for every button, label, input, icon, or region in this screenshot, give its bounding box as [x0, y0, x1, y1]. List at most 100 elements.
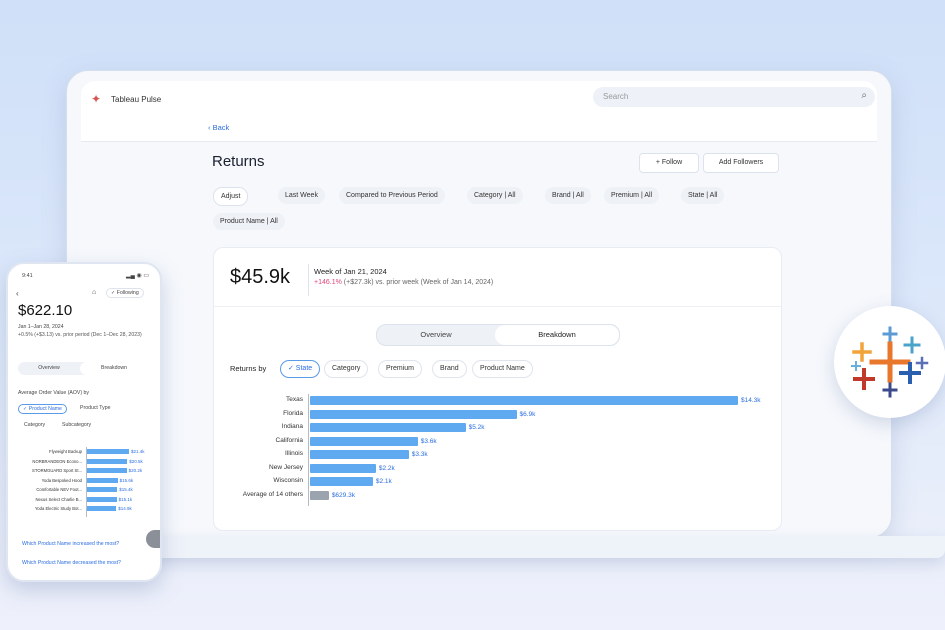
laptop-base: [140, 536, 945, 558]
tab-overview[interactable]: Overview: [420, 330, 452, 339]
phone-bar[interactable]: [87, 468, 127, 473]
phone-bar-value: $15.6k: [119, 477, 134, 483]
bar-value-label: $2.2k: [378, 464, 395, 472]
phone-bar-value: $20.5k: [129, 458, 143, 464]
phone-dim-subcategory[interactable]: Subcategory: [62, 422, 92, 428]
laptop-frame: ✦ Tableau Pulse Search ⌕ ‹ Back Returns …: [66, 70, 892, 538]
following-button[interactable]: ✓ Following: [106, 288, 144, 298]
question-increased[interactable]: Which Product Name increased the most?: [22, 541, 120, 547]
filter-chip[interactable]: Product Name | All: [213, 213, 285, 230]
top-bar: ✦ Tableau Pulse Search ⌕: [81, 81, 877, 122]
phone-bar-label: NORBRANDEON Econo...: [32, 458, 82, 464]
filter-chip[interactable]: Compared to Previous Period: [339, 187, 445, 204]
bar[interactable]: [310, 477, 373, 486]
bar-value-label: $5.2k: [468, 424, 485, 431]
phone-tab-overview[interactable]: Overview: [38, 365, 60, 371]
phone-dim-product-type[interactable]: Product Type: [80, 405, 111, 411]
phone-bar[interactable]: [87, 496, 117, 502]
phone-bar-value: $15.1k: [118, 496, 133, 502]
bar-label: Illinois: [284, 450, 303, 457]
bar[interactable]: [310, 450, 409, 459]
bar-label: Wisconsin: [273, 477, 303, 484]
phone-bar-value: $21.4k: [131, 449, 145, 454]
dimension-chip[interactable]: Brand: [432, 360, 467, 378]
phone-bar-label: Nexus Select Charlie B...: [35, 496, 82, 502]
tableau-logo: [834, 306, 945, 418]
phone-bar-value: $15.4k: [119, 487, 133, 492]
phone-bar-label: STORMGUARD Sport St...: [32, 468, 82, 473]
tableau-logo-icon: [851, 326, 929, 398]
back-link[interactable]: ‹ Back: [208, 123, 230, 132]
search-icon[interactable]: ⌕: [861, 90, 867, 101]
bar-value-label: $3.6k: [420, 437, 437, 445]
divider: [214, 306, 781, 307]
phone-bar-value: $14.9k: [118, 506, 132, 511]
phone-delta: +0.5% (+$3.13) vs. prior period (Dec 1–D…: [18, 332, 142, 338]
phone-bar[interactable]: [87, 487, 118, 492]
phone-dim-product-name[interactable]: ✓ Product Name: [18, 404, 67, 414]
kpi-week: Week of Jan 21, 2024: [314, 267, 387, 276]
phone-time: 9:41: [22, 273, 33, 279]
bar-label: Average of 14 others: [242, 490, 303, 498]
bar-value-label: $6.9k: [519, 410, 536, 418]
lock-icon[interactable]: ⌂: [92, 289, 97, 296]
kpi-value: $45.9k: [230, 266, 291, 288]
chart-axis: [308, 394, 309, 506]
bar[interactable]: [310, 409, 517, 419]
phone-view-toggle: Overview Breakdown: [18, 362, 148, 375]
scroll-handle[interactable]: [146, 530, 160, 548]
follow-button[interactable]: + Follow: [639, 153, 699, 173]
filter-chip[interactable]: Premium | All: [604, 187, 660, 204]
bar-value-label: $14.3k: [741, 397, 761, 404]
tableau-logo-icon: ✦: [91, 92, 102, 106]
phone-bar[interactable]: [87, 449, 129, 454]
bar-label: Indiana: [281, 423, 303, 430]
phone-bar[interactable]: [87, 477, 118, 483]
phone-bar-value: $20.2k: [128, 468, 143, 473]
bar-label: California: [275, 436, 303, 444]
tab-breakdown[interactable]: Breakdown: [495, 325, 619, 345]
bar[interactable]: [310, 436, 418, 446]
dimension-chip[interactable]: Category: [324, 360, 369, 378]
filter-chip[interactable]: State | All: [681, 187, 725, 204]
bar[interactable]: [310, 463, 376, 473]
phone-bar-label: Yoda Bespoked Hood: [41, 477, 82, 483]
add-followers-button[interactable]: Add Followers: [703, 153, 779, 173]
phone-metric-label: Average Order Value (AOV) by: [18, 390, 90, 396]
view-toggle: Overview Breakdown: [376, 324, 620, 346]
page-title: Returns: [212, 153, 265, 170]
dimension-chip[interactable]: Product Name: [472, 360, 533, 378]
search-input[interactable]: Search ⌕: [593, 87, 875, 107]
bar-value-label: $629.3k: [331, 491, 355, 499]
phone-bar[interactable]: [87, 458, 128, 464]
filter-chip[interactable]: Category | All: [467, 187, 523, 204]
breakdown-label: Returns by: [230, 364, 267, 373]
app-name: Tableau Pulse: [111, 95, 162, 104]
phone-tab-breakdown[interactable]: Breakdown: [80, 362, 148, 375]
bar-value-label: $2.1k: [375, 478, 392, 485]
filter-chip[interactable]: Last Week: [278, 187, 325, 204]
dimension-chip[interactable]: Premium: [378, 360, 423, 378]
question-decreased[interactable]: Which Product Name decreased the most?: [22, 560, 121, 566]
phone-frame: 9:41 ▂▄ ◉ ▭ ‹ ⌂ ✓ Following $622.10 Jan …: [6, 262, 162, 582]
bar[interactable]: [310, 423, 466, 432]
bar[interactable]: [310, 490, 329, 500]
filter-chip[interactable]: Brand | All: [545, 187, 591, 204]
phone-chart-axis: [86, 447, 87, 517]
adjust-button[interactable]: Adjust: [213, 187, 249, 206]
phone-bar-label: Yoda Electric Study Bot...: [34, 506, 82, 511]
phone-bar-label: Flyweight Backup: [49, 449, 82, 454]
bar[interactable]: [310, 396, 738, 405]
dimension-chip[interactable]: ✓ State: [280, 360, 321, 378]
phone-bar[interactable]: [87, 506, 117, 511]
phone-dim-category[interactable]: Category: [24, 422, 46, 428]
phone-value: $622.10: [18, 302, 73, 319]
bar-label: Texas: [286, 396, 303, 403]
status-icons: ▂▄ ◉ ▭: [126, 273, 150, 279]
bar-label: New Jersey: [269, 463, 303, 471]
kpi-delta: +146.1% (+$27.3k) vs. prior week (Week o…: [314, 279, 494, 286]
back-icon[interactable]: ‹: [16, 289, 19, 298]
phone-range: Jan 1–Jan 28, 2024: [18, 324, 64, 330]
sub-bar: ‹ Back: [81, 121, 877, 142]
bar-value-label: $3.3k: [411, 451, 428, 458]
